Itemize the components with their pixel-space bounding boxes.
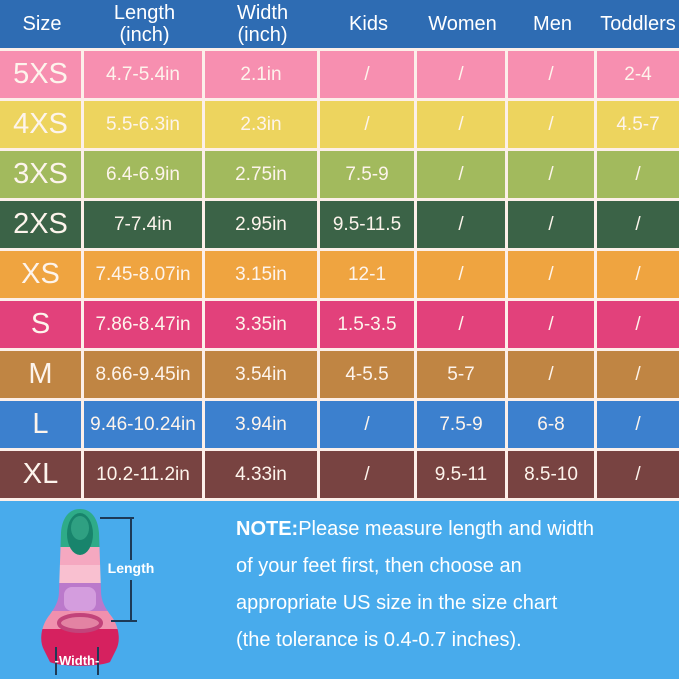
length-cell: 9.46-10.24in [84, 401, 205, 448]
length-cell: 7.86-8.47in [84, 301, 205, 348]
size-cell: M [0, 351, 84, 398]
men-cell: / [508, 101, 597, 148]
kids-cell: 9.5-11.5 [320, 201, 417, 248]
size-cell: S [0, 301, 84, 348]
women-cell: / [417, 301, 508, 348]
kids-cell: 12-1 [320, 251, 417, 298]
size-cell: XS [0, 251, 84, 298]
length-cell: 10.2-11.2in [84, 451, 205, 498]
table-header-row: Size Length (inch) Width (inch) Kids Women… [0, 0, 679, 51]
note-line-4: (the tolerance is 0.4-0.7 inches). [236, 629, 522, 651]
women-cell: / [417, 51, 508, 98]
length-label: Length [107, 560, 155, 576]
length-measure-tick-bottom [111, 620, 137, 622]
kids-cell: 1.5-3.5 [320, 301, 417, 348]
header-width: Width (inch) [236, 2, 289, 46]
women-cell: / [417, 151, 508, 198]
kids-cell: / [320, 401, 417, 448]
women-cell: / [417, 251, 508, 298]
length-cell: 4.7-5.4in [84, 51, 205, 98]
note-section: Length -Width- NOTE:Please measure lengt… [0, 501, 679, 679]
note-line-1: NOTE:Please measure length and width [236, 518, 594, 540]
length-cell: 6.4-6.9in [84, 151, 205, 198]
width-cell: 3.15in [205, 251, 320, 298]
width-measure-tick-right [97, 647, 99, 675]
men-cell: / [508, 351, 597, 398]
note-line-2: of your feet first, then choose an [236, 555, 522, 577]
table-row-3xs: 3XS 6.4-6.9in 2.75in 7.5-9 / / / [0, 151, 679, 201]
toddlers-cell: / [635, 463, 641, 485]
size-cell: 4XS [0, 101, 84, 148]
women-cell: 9.5-11 [417, 451, 508, 498]
toddlers-cell: / [635, 363, 641, 385]
toddlers-cell: / [635, 213, 641, 235]
length-measure-tick-top [100, 517, 134, 519]
kids-cell: 7.5-9 [320, 151, 417, 198]
men-cell: / [508, 51, 597, 98]
size-cell: 5XS [0, 51, 84, 98]
width-cell: 3.54in [205, 351, 320, 398]
header-kids: Kids [349, 13, 388, 35]
men-cell: / [508, 201, 597, 248]
width-cell: 2.3in [205, 101, 320, 148]
length-measure-line-upper [130, 518, 132, 560]
width-label: -Width- [54, 653, 100, 668]
table-row-xl: XL 10.2-11.2in 4.33in / 9.5-11 8.5-10 / [0, 451, 679, 501]
table-row-m: M 8.66-9.45in 3.54in 4-5.5 5-7 / / [0, 351, 679, 401]
header-men: Men [533, 13, 572, 35]
toddlers-cell: 4.5-7 [616, 113, 660, 135]
swim-fin-illustration [34, 507, 126, 669]
table-row-2xs: 2XS 7-7.4in 2.95in 9.5-11.5 / / / [0, 201, 679, 251]
size-cell: 3XS [0, 151, 84, 198]
table-row-4xs: 4XS 5.5-6.3in 2.3in / / / 4.5-7 [0, 101, 679, 151]
length-cell: 7.45-8.07in [84, 251, 205, 298]
toddlers-cell: / [635, 313, 641, 335]
length-cell: 8.66-9.45in [84, 351, 205, 398]
note-bold-prefix: NOTE: [236, 518, 299, 540]
toddlers-cell: / [635, 263, 641, 285]
table-row-l: L 9.46-10.24in 3.94in / 7.5-9 6-8 / [0, 401, 679, 451]
note-line-3: appropriate US size in the size chart [236, 592, 558, 614]
men-cell: 6-8 [508, 401, 597, 448]
men-cell: / [508, 251, 597, 298]
fin-size-table: Size Length (inch) Width (inch) Kids Women… [0, 0, 679, 501]
table-row-xs: XS 7.45-8.07in 3.15in 12-1 / / / [0, 251, 679, 301]
header-toddlers: Toddlers [600, 13, 676, 35]
women-cell: 7.5-9 [417, 401, 508, 448]
length-cell: 5.5-6.3in [84, 101, 205, 148]
width-cell: 4.33in [205, 451, 320, 498]
width-cell: 2.75in [205, 151, 320, 198]
kids-cell: / [320, 51, 417, 98]
width-cell: 2.1in [205, 51, 320, 98]
toddlers-cell: / [635, 163, 641, 185]
width-measure-tick-left [55, 647, 57, 675]
toddlers-cell: 2-4 [624, 63, 652, 85]
header-size: Size [22, 13, 62, 35]
kids-cell: 4-5.5 [320, 351, 417, 398]
header-length: Length (inch) [113, 2, 176, 46]
toddlers-cell: / [635, 413, 641, 435]
size-cell: L [0, 401, 84, 448]
swim-fin-image [41, 509, 119, 666]
size-cell: 2XS [0, 201, 84, 248]
men-cell: / [508, 151, 597, 198]
women-cell: / [417, 101, 508, 148]
kids-cell: / [320, 451, 417, 498]
size-cell: XL [0, 451, 84, 498]
kids-cell: / [320, 101, 417, 148]
table-row-s: S 7.86-8.47in 3.35in 1.5-3.5 / / / [0, 301, 679, 351]
header-women: Women [428, 13, 497, 35]
width-cell: 3.35in [205, 301, 320, 348]
women-cell: / [417, 201, 508, 248]
width-cell: 3.94in [205, 401, 320, 448]
note-text: NOTE:Please measure length and width of … [236, 511, 666, 659]
length-measure-line-lower [130, 580, 132, 621]
men-cell: 8.5-10 [508, 451, 597, 498]
men-cell: / [508, 301, 597, 348]
width-cell: 2.95in [205, 201, 320, 248]
table-row-5xs: 5XS 4.7-5.4in 2.1in / / / 2-4 [0, 51, 679, 101]
women-cell: 5-7 [417, 351, 508, 398]
length-cell: 7-7.4in [84, 201, 205, 248]
